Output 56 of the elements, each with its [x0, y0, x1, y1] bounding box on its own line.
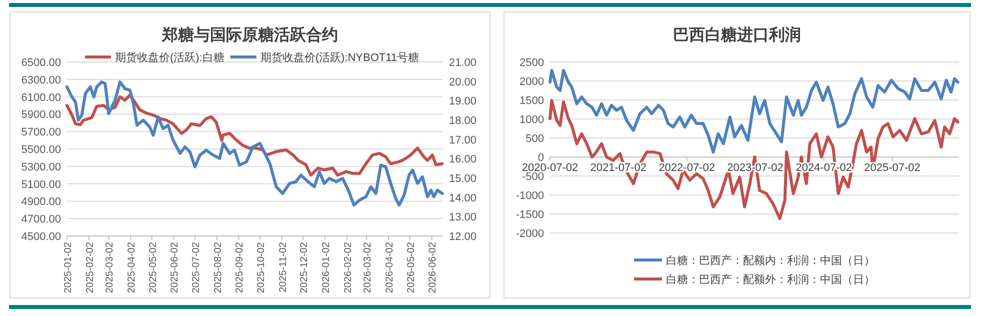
x-tick-label: 2020-07-02 [522, 162, 578, 174]
y-tick-label: 5300.00 [21, 161, 61, 174]
y-tick-label: 500 [526, 133, 544, 145]
y-tick-label: 2000 [520, 76, 544, 88]
legend-label: 期货收盘价(活跃):白糖 [114, 51, 224, 64]
y2-tick-label: 12.00 [449, 231, 477, 243]
x-tick-label: 2025-08-02 [212, 242, 224, 294]
y-tick-label: 4900.00 [21, 196, 61, 208]
x-tick-label: 2025-09-02 [234, 242, 246, 294]
x-tick-label: 2025-03-02 [104, 242, 116, 294]
x-tick-label: 2025-10-02 [256, 242, 267, 294]
y-tick-label: 4700.00 [21, 214, 61, 226]
y2-tick-label: 17.00 [449, 134, 477, 146]
y-tick-label: -2000 [516, 228, 544, 240]
x-tick-label: 2026-04-02 [384, 242, 396, 294]
y2-tick-label: 16.00 [449, 154, 477, 166]
y-tick-label: 4500.00 [21, 231, 61, 243]
x-tick-label: 2026-05-02 [406, 242, 417, 294]
legend-label: 期货收盘价(活跃):NYBOT11号糖 [260, 51, 420, 64]
y-tick-label: -1000 [516, 190, 544, 202]
y-tick-label: -500 [522, 171, 544, 183]
y2-tick-label: 14.00 [449, 192, 477, 204]
x-tick-label: 2025-07-02 [190, 242, 202, 294]
y2-tick-label: 21.00 [449, 57, 477, 69]
x-tick-label: 2026-01-02 [320, 242, 332, 294]
y2-tick-label: 18.00 [449, 115, 477, 127]
x-tick-label: 2025-12-02 [299, 242, 310, 294]
x-tick-label: 2025-01-02 [63, 242, 74, 294]
x-tick-label: 2026-02-02 [342, 242, 354, 294]
y-tick-label: 5700.00 [21, 126, 61, 139]
x-tick-label: 2025-06-02 [170, 242, 181, 294]
y2-tick-label: 13.00 [449, 212, 477, 224]
x-tick-label: 2025-11-02 [278, 242, 289, 292]
x-tick-label: 2026-06-02 [428, 242, 439, 294]
y-tick-label: 6300.00 [21, 74, 61, 86]
y-tick-label: 5500.00 [21, 144, 61, 156]
y-tick-label: 6500.00 [21, 57, 61, 69]
y2-tick-label: 15.00 [449, 173, 477, 185]
x-tick-label: 2025-04-02 [126, 242, 138, 294]
chart-title: 巴西白糖进口利润 [673, 25, 801, 44]
y-tick-label: 5100.00 [21, 178, 61, 191]
y-tick-label: -1500 [516, 209, 544, 221]
y2-tick-label: 19.00 [449, 96, 477, 108]
x-tick-label: 2026-03-02 [362, 242, 374, 294]
y-tick-label: 5900.00 [21, 109, 61, 122]
y-tick-label: 0 [538, 152, 544, 164]
legend-label: 白糖：巴西产：配额内：利润：中国（日） [666, 254, 875, 267]
y2-tick-label: 20.00 [449, 76, 477, 88]
y-tick-label: 6100.00 [21, 92, 61, 104]
chart-title: 郑糖与国际原糖活跃合约 [161, 25, 338, 44]
legend-label: 白糖：巴西产：配额外：利润：中国（日） [666, 273, 875, 286]
x-tick-label: 2025-02-02 [84, 242, 96, 294]
y-tick-label: 1500 [520, 95, 544, 107]
y-tick-label: 2500 [520, 57, 544, 69]
y-tick-label: 1000 [520, 114, 544, 126]
x-tick-label: 2025-05-02 [148, 242, 159, 294]
